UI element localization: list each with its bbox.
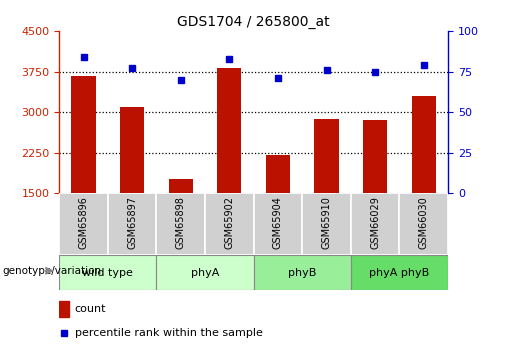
Bar [59,193,108,255]
Bar [120,107,144,193]
Text: phyA phyB: phyA phyB [369,268,430,277]
Title: GDS1704 / 265800_at: GDS1704 / 265800_at [177,14,330,29]
Text: GSM65904: GSM65904 [273,196,283,249]
Bar [351,255,448,290]
Bar [72,77,96,193]
Text: wild type: wild type [82,268,133,277]
Bar [253,255,351,290]
Bar [266,155,290,193]
Text: phyB: phyB [288,268,316,277]
Bar [157,193,205,255]
Bar [302,193,351,255]
Bar [363,120,387,193]
Bar [253,193,302,255]
Text: percentile rank within the sample: percentile rank within the sample [75,328,263,337]
Bar [217,68,242,193]
Bar [314,119,339,193]
Bar [411,97,436,193]
Text: GSM66030: GSM66030 [419,196,429,249]
Bar [351,193,400,255]
Bar [59,301,69,317]
Text: GSM65897: GSM65897 [127,196,137,249]
Bar [108,193,157,255]
Bar [59,255,157,290]
Text: count: count [75,304,106,314]
Bar [400,193,448,255]
Text: GSM65898: GSM65898 [176,196,186,249]
Text: GSM65902: GSM65902 [225,196,234,249]
Text: GSM65910: GSM65910 [321,196,332,249]
Text: GSM66029: GSM66029 [370,196,380,249]
Text: phyA: phyA [191,268,219,277]
Text: genotype/variation: genotype/variation [3,266,101,276]
Bar [168,179,193,193]
Text: GSM65896: GSM65896 [78,196,89,249]
Bar [205,193,253,255]
Bar [157,255,253,290]
